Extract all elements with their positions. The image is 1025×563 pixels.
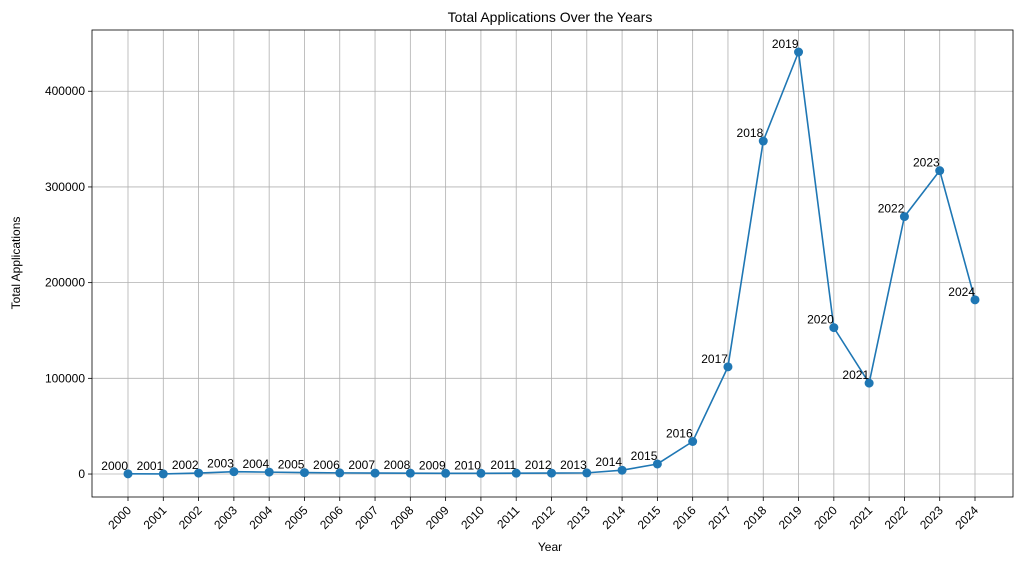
x-tick-label: 2014 — [599, 503, 628, 532]
x-axis-label: Year — [538, 540, 562, 554]
x-tick-label: 2023 — [917, 503, 946, 532]
x-tick-label: 2021 — [846, 503, 875, 532]
x-tick-label: 2024 — [952, 503, 981, 532]
data-point — [476, 468, 486, 478]
x-tick-label: 2022 — [882, 503, 911, 532]
x-tick-label: 2015 — [635, 503, 664, 532]
x-tick-label: 2008 — [388, 503, 417, 532]
x-tick-label: 2009 — [423, 503, 452, 532]
x-tick-label: 2002 — [176, 503, 205, 532]
data-point — [264, 467, 274, 477]
y-tick-label: 200000 — [45, 276, 85, 290]
data-point-label: 2017 — [701, 352, 728, 366]
x-tick-label: 2016 — [670, 503, 699, 532]
data-point — [335, 468, 345, 478]
data-point-label: 2020 — [807, 313, 834, 327]
y-axis-label: Total Applications — [9, 217, 23, 310]
data-point — [405, 468, 415, 478]
data-point-label: 2001 — [137, 459, 164, 473]
data-point-label: 2009 — [419, 458, 446, 472]
x-tick-label: 2001 — [141, 503, 170, 532]
data-point-label: 2002 — [172, 458, 199, 472]
data-point-label: 2013 — [560, 458, 587, 472]
data-point-label: 2024 — [948, 285, 975, 299]
point-labels: 2000 2001 2002 2003 2004 2005 2006 2007 2008 2009… — [101, 37, 975, 473]
data-point-label: 2011 — [490, 458, 516, 472]
data-point-label: 2015 — [631, 449, 658, 463]
x-tick-label: 2012 — [529, 503, 558, 532]
data-point-label: 2000 — [101, 459, 128, 473]
x-tick-label: 2003 — [211, 503, 240, 532]
data-point — [299, 468, 309, 478]
data-point — [158, 469, 168, 479]
x-tick-label: 2017 — [705, 503, 734, 532]
data-point — [794, 47, 804, 57]
data-point-label: 2008 — [384, 458, 411, 472]
data-point — [582, 468, 592, 478]
data-point-label: 2003 — [207, 457, 234, 471]
data-point — [935, 166, 945, 176]
data-point-label: 2007 — [348, 458, 375, 472]
x-tick-label: 2013 — [564, 503, 593, 532]
x-tick-label: 2000 — [105, 503, 134, 532]
data-point-label: 2006 — [313, 458, 340, 472]
data-point — [547, 468, 556, 478]
data-point — [617, 465, 627, 475]
grid — [92, 30, 1013, 497]
data-point-label: 2016 — [666, 426, 693, 440]
x-tick-label: 2004 — [247, 503, 276, 532]
data-point-label: 2023 — [913, 156, 940, 170]
x-tick-label: 2007 — [352, 503, 381, 532]
y-tick-label: 300000 — [45, 180, 85, 194]
y-tick-label: 400000 — [45, 84, 85, 98]
x-tick-label: 2005 — [282, 503, 311, 532]
x-tick-label: 2010 — [458, 503, 487, 532]
data-point-label: 2012 — [525, 458, 552, 472]
data-point-label: 2018 — [737, 126, 764, 140]
data-point — [970, 295, 980, 305]
data-point-label: 2022 — [878, 202, 905, 216]
data-point-label: 2005 — [278, 458, 305, 472]
data-point — [123, 469, 133, 479]
x-tick-label: 2020 — [811, 503, 840, 532]
data-point — [194, 468, 204, 478]
y-tick-label: 0 — [78, 467, 85, 481]
data-point — [441, 468, 451, 478]
series — [123, 47, 980, 479]
data-point — [758, 136, 768, 146]
data-point — [229, 467, 239, 477]
data-point-label: 2021 — [842, 368, 869, 382]
data-point — [370, 468, 380, 478]
x-tick-label: 2019 — [776, 503, 805, 532]
data-point — [864, 378, 874, 388]
data-point — [511, 468, 521, 478]
data-point — [829, 323, 839, 333]
data-point — [899, 212, 909, 222]
data-point — [688, 436, 698, 446]
plot-frame — [91, 29, 1014, 498]
data-point-label: 2004 — [242, 457, 269, 471]
data-point-label: 2014 — [595, 455, 622, 469]
x-tick-label: 2006 — [317, 503, 346, 532]
x-tick-label: 2011 — [494, 503, 522, 531]
chart-title: Total Applications Over the Years — [448, 9, 653, 25]
data-point-label: 2019 — [772, 37, 799, 51]
y-tick-label: 100000 — [45, 371, 85, 385]
data-point — [652, 459, 662, 469]
x-tick-label: 2018 — [741, 503, 770, 532]
data-point-label: 2010 — [454, 458, 481, 472]
data-point — [723, 362, 733, 372]
